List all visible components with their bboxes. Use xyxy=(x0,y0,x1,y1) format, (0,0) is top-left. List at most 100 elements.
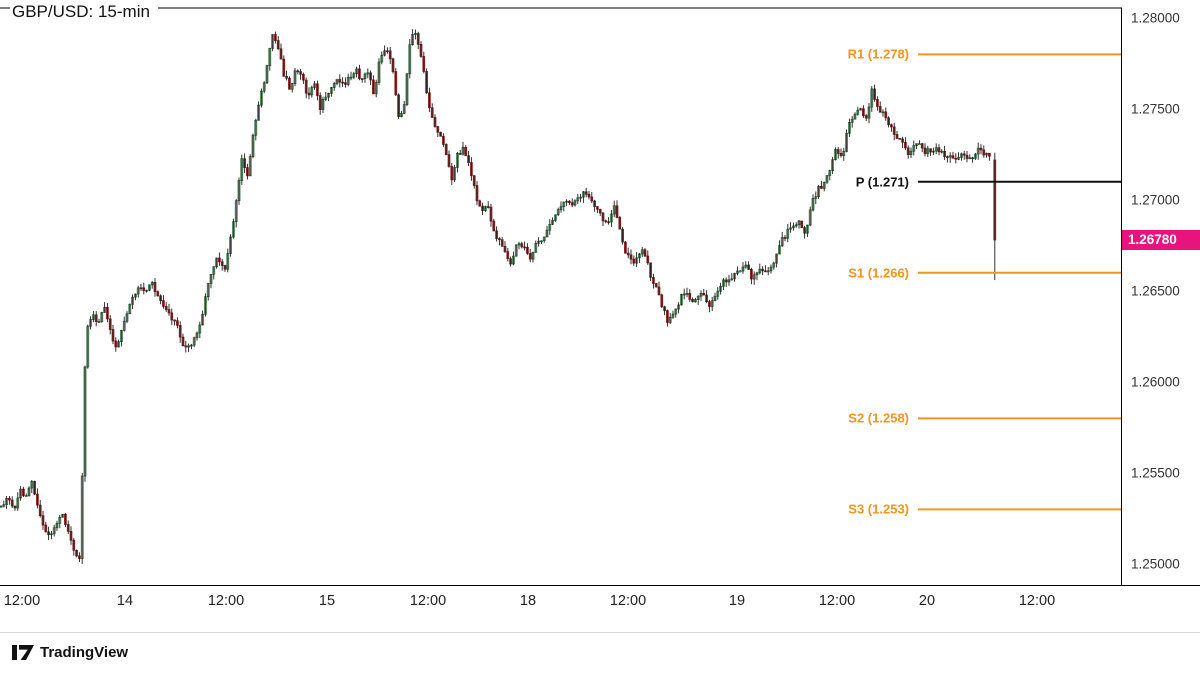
candle xyxy=(332,81,336,91)
candle xyxy=(27,486,31,497)
candle xyxy=(920,142,924,153)
candle xyxy=(509,256,512,267)
candle xyxy=(111,324,115,344)
candle xyxy=(652,273,655,289)
candle xyxy=(601,212,605,226)
candle xyxy=(808,206,812,227)
candle xyxy=(439,131,442,137)
candle xyxy=(677,302,680,314)
candle xyxy=(271,34,274,52)
time-axis[interactable]: 12:00 14 12:00 15 12:00 18 12:00 19 12:00 20 12:00 xyxy=(0,585,1200,631)
candle xyxy=(461,141,465,156)
candle xyxy=(870,86,874,112)
candle xyxy=(69,526,73,545)
candle xyxy=(358,64,361,81)
candle xyxy=(867,102,871,124)
tradingview-brand[interactable]: TradingView xyxy=(40,643,129,661)
candle xyxy=(797,219,801,229)
candle xyxy=(517,241,521,250)
candle xyxy=(503,241,507,253)
candle xyxy=(470,157,473,181)
candle xyxy=(486,201,490,209)
candlestick-chart[interactable] xyxy=(0,0,1122,585)
tradingview-logo-icon[interactable] xyxy=(12,644,34,660)
candle xyxy=(229,234,232,257)
candle xyxy=(590,191,594,203)
candle xyxy=(713,292,717,302)
pivot-label-S1: S1 (1.266) xyxy=(845,265,912,281)
candle xyxy=(649,262,652,281)
candle xyxy=(414,29,417,40)
candle xyxy=(38,499,42,518)
y-axis-tick: 1.26500 xyxy=(1131,283,1180,299)
candle xyxy=(554,214,557,222)
candle xyxy=(943,145,946,161)
candle xyxy=(464,145,468,157)
price-chart[interactable]: GBP/USD: 15-min R1 (1.278) P (1.271) S1 (1… xyxy=(0,0,1122,585)
candle xyxy=(83,365,87,482)
candle xyxy=(478,199,482,207)
candle xyxy=(481,202,484,216)
candle xyxy=(906,145,910,159)
candle xyxy=(276,36,280,50)
candle xyxy=(643,248,647,258)
candle xyxy=(153,278,157,297)
candle xyxy=(946,155,949,163)
candle xyxy=(316,80,319,101)
candle xyxy=(932,147,935,156)
candle xyxy=(635,252,638,267)
y-axis-tick: 1.27000 xyxy=(1131,192,1180,208)
candle xyxy=(929,148,932,156)
candle xyxy=(551,217,554,226)
candle xyxy=(304,77,308,99)
candle xyxy=(394,67,398,96)
candle xyxy=(386,47,389,54)
candle xyxy=(733,272,736,282)
candle xyxy=(632,255,636,266)
candle xyxy=(766,266,770,276)
candle xyxy=(691,297,694,303)
candle xyxy=(937,144,941,156)
candle xyxy=(260,88,263,108)
candle xyxy=(559,201,563,213)
candle xyxy=(976,142,980,160)
candle xyxy=(769,264,773,274)
candle xyxy=(254,118,258,141)
candle xyxy=(657,281,661,296)
candle xyxy=(705,290,708,304)
candle xyxy=(495,226,498,242)
candle xyxy=(884,107,888,121)
candle xyxy=(377,58,381,86)
candle xyxy=(122,316,126,332)
y-axis-tick: 1.27500 xyxy=(1131,101,1180,117)
candle xyxy=(579,193,582,203)
candle xyxy=(582,191,585,203)
candle xyxy=(400,110,403,118)
candle xyxy=(117,339,120,348)
candle xyxy=(934,143,938,155)
candle xyxy=(792,222,795,231)
candle xyxy=(422,51,426,74)
pivot-label-R1: R1 (1.278) xyxy=(844,46,912,62)
candle xyxy=(187,343,190,353)
x-axis-tick: 12:00 xyxy=(1018,593,1056,609)
candle xyxy=(638,252,641,263)
candle xyxy=(212,266,216,280)
candle xyxy=(178,321,182,343)
candle xyxy=(433,114,437,128)
candle xyxy=(940,149,944,154)
candle xyxy=(778,240,781,255)
price-axis[interactable]: 1.26780 1.28000 1.27500 1.27000 1.26500 1.26… xyxy=(1122,0,1200,585)
candle xyxy=(803,226,806,239)
candle xyxy=(299,69,302,80)
candle xyxy=(453,164,456,182)
candle xyxy=(982,145,986,158)
x-axis-tick: 12:00 xyxy=(3,593,41,609)
candle xyxy=(181,333,185,347)
candle xyxy=(814,191,818,205)
pivot-label-P: P (1.271) xyxy=(852,174,912,190)
last-price-label: 1.26780 xyxy=(1122,230,1200,251)
candle xyxy=(321,96,325,114)
candle xyxy=(887,116,890,128)
candle xyxy=(828,169,832,181)
